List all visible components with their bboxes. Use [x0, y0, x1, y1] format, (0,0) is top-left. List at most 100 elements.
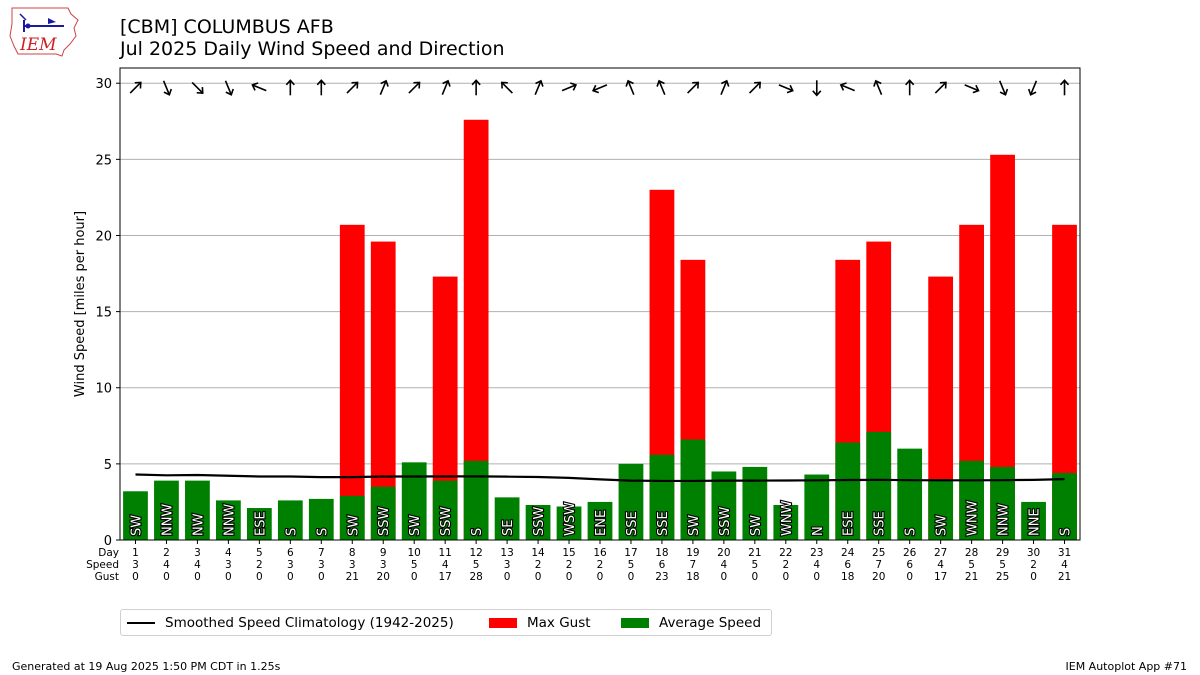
y-tick-label: 25: [95, 153, 112, 168]
x-tick-label: 3: [194, 547, 201, 559]
legend-line-swatch: [127, 621, 155, 624]
climatology-line-path: [135, 473, 1065, 483]
avg-speed-bar: [618, 463, 644, 540]
x-tick-label: 0: [194, 571, 201, 583]
x-tick-label: 12: [469, 547, 482, 559]
avg-speed-bar: [804, 474, 830, 540]
wind-arrow: [687, 81, 700, 94]
x-tick-label: 1: [132, 547, 139, 559]
x-tick-label: 0: [411, 571, 418, 583]
x-tick-label: 26: [903, 547, 917, 559]
x-tick-label: 17: [438, 571, 451, 583]
footer-generated: Generated at 19 Aug 2025 1:50 PM CDT in …: [12, 660, 281, 673]
wind-arrow: [873, 79, 883, 96]
y-tick-label: 0: [104, 534, 112, 549]
x-tick-label: 14: [531, 547, 545, 559]
arrow-shaft: [720, 80, 728, 96]
x-tick-label: 17: [934, 571, 947, 583]
arrow-shaft: [1029, 80, 1038, 96]
wind-arrow: [591, 84, 608, 94]
arrow-shaft: [441, 80, 449, 96]
wind-arrow: [964, 84, 980, 94]
direction-label: WNW: [780, 500, 795, 536]
avg-speed-bar: [587, 501, 613, 540]
x-tick-label: 25: [996, 571, 1009, 583]
legend-item-climatology: Smoothed Speed Climatology (1942-2025): [127, 610, 454, 635]
arrow-shaft: [408, 81, 421, 94]
avg-speed-bar: [680, 439, 706, 540]
x-tick-label: 30: [1027, 547, 1040, 559]
arrow-head: [873, 79, 882, 87]
arrow-head: [251, 82, 259, 91]
direction-label: SSW: [439, 506, 454, 536]
arrow-head: [692, 81, 700, 89]
chart-subtitle: Jul 2025 Daily Wind Speed and Direction: [120, 38, 505, 60]
x-tick-label: 21: [1058, 571, 1071, 583]
x-tick-label: 18: [655, 547, 668, 559]
arrow-shaft: [778, 84, 794, 92]
wind-arrow: [191, 81, 204, 94]
direction-label: SW: [935, 515, 950, 536]
avg-speed-bar: [866, 431, 892, 540]
x-tick-label: 21: [346, 571, 359, 583]
legend-label: Average Speed: [659, 614, 762, 631]
direction-label: SW: [687, 515, 702, 536]
wind-arrow: [285, 79, 295, 96]
chart-title: [CBM] COLUMBUS AFB: [120, 16, 334, 38]
arrow-head: [285, 79, 295, 86]
x-tick-label: 4: [442, 559, 449, 571]
x-tick-label: 3: [225, 559, 232, 571]
x-tick-label: 4: [163, 559, 170, 571]
wind-arrow: [129, 81, 142, 94]
x-tick-label: 4: [194, 559, 201, 571]
wind-arrow: [471, 79, 481, 96]
x-tick-label: 8: [349, 547, 356, 559]
x-tick-label: 15: [562, 547, 575, 559]
direction-label: SW: [749, 515, 764, 536]
arrow-head: [500, 81, 508, 89]
x-tick-label: 0: [504, 571, 511, 583]
y-axis-label: Wind Speed [miles per hour]: [73, 211, 88, 397]
x-tick-label: 2: [256, 559, 263, 571]
avg-speed-bar: [246, 508, 272, 540]
avg-speed-bar: [773, 504, 799, 540]
avg-speed-bar: [339, 495, 365, 540]
direction-label: SE: [501, 520, 516, 536]
arrow-shaft: [224, 80, 232, 96]
wind-arrow: [561, 82, 578, 92]
x-tick-label: 5: [411, 559, 418, 571]
wind-arrow: [316, 79, 326, 96]
wind-arrow: [934, 81, 947, 94]
x-tick-label: 21: [965, 571, 978, 583]
x-tick-label: 18: [686, 571, 699, 583]
arrow-head: [570, 82, 578, 91]
direction-label: NNE: [1028, 508, 1043, 536]
avg-speed-bar: [742, 466, 768, 540]
x-tick-label: 0: [628, 571, 635, 583]
x-tick-label: 5: [999, 559, 1006, 571]
legend-item-max-gust: Max Gust: [489, 610, 591, 635]
wind-arrow: [1027, 80, 1038, 96]
legend: Smoothed Speed Climatology (1942-2025) M…: [120, 609, 772, 636]
direction-label: SSW: [532, 506, 547, 536]
x-tick-label: 2: [597, 559, 604, 571]
direction-label: S: [315, 528, 330, 536]
y-tick-label: 30: [95, 77, 112, 92]
gust-bar: [339, 224, 365, 540]
avg-speed-bar: [1052, 473, 1077, 540]
x-tick-label: 3: [504, 559, 511, 571]
x-tick-label: 18: [841, 571, 854, 583]
avg-speed-bar: [649, 454, 675, 540]
row-label: Gust: [95, 571, 119, 583]
avg-speed-bar: [185, 480, 210, 540]
y-tick-label: 15: [95, 306, 112, 321]
x-tick-label: 23: [655, 571, 668, 583]
direction-label: NNW: [222, 504, 237, 536]
avg-speed-bar: [494, 497, 520, 540]
arrow-shaft: [934, 81, 947, 94]
avg-speed-bar: [123, 491, 148, 540]
arrow-head: [754, 81, 761, 89]
arrow-head: [535, 79, 544, 87]
avg-speed-bar: [928, 479, 954, 540]
x-tick-label: 0: [751, 571, 758, 583]
